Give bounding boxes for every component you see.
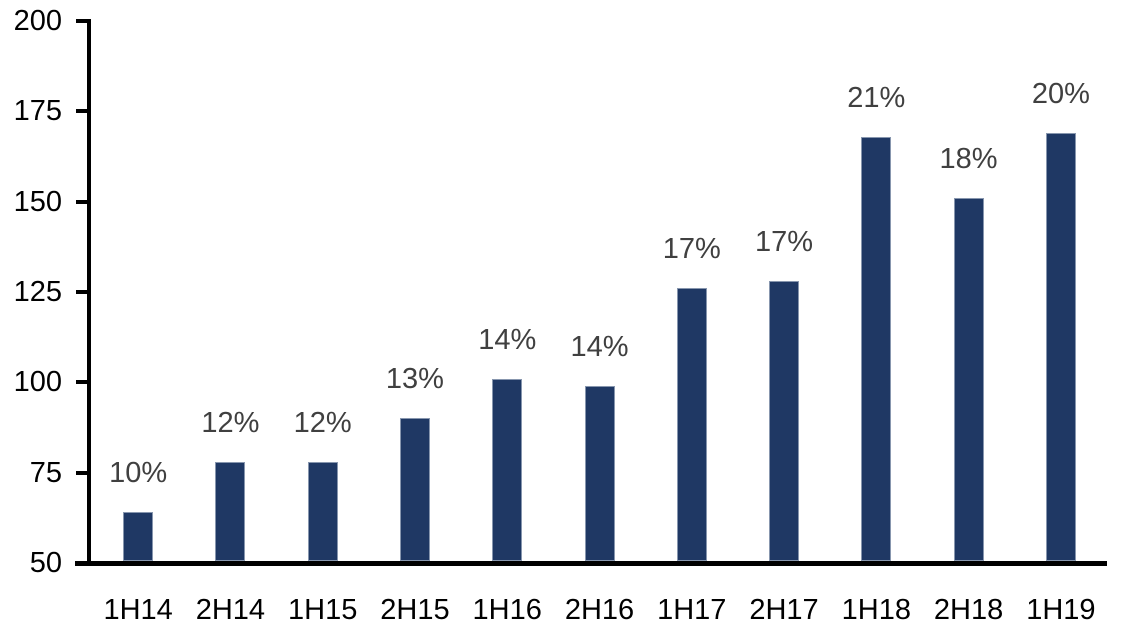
y-axis-tick-label: 75 <box>29 456 62 489</box>
bar-value-label: 12% <box>201 406 260 439</box>
y-axis-tick-mark <box>76 109 90 114</box>
y-axis-tick-mark <box>76 199 90 204</box>
bar-value-label: 13% <box>385 363 444 396</box>
bar-1h16 <box>492 378 523 561</box>
y-axis-line <box>87 19 91 566</box>
y-axis-tick-mark <box>76 19 90 23</box>
x-axis-category-label: 2H16 <box>564 594 635 626</box>
bar-1h18 <box>861 136 892 561</box>
bar-2h18 <box>953 198 984 561</box>
y-axis-tick-mark <box>76 470 90 475</box>
y-axis-tick-mark <box>76 380 90 385</box>
y-axis-tick-label: 100 <box>13 366 62 399</box>
y-axis-tick-label: 50 <box>29 547 62 579</box>
y-axis-tick-label: 175 <box>13 95 62 128</box>
x-axis-category-label: 1H16 <box>472 594 542 626</box>
bar-value-label: 14% <box>570 330 629 363</box>
bar-value-label: 17% <box>662 233 721 266</box>
bar-2h17 <box>769 281 800 561</box>
bar-1h14 <box>123 512 154 561</box>
x-axis-category-label: 1H19 <box>1026 594 1096 626</box>
x-axis-category-label: 2H15 <box>380 594 450 626</box>
y-axis-tick-mark <box>76 290 90 294</box>
x-axis-category-label: 1H15 <box>288 594 358 626</box>
bar-value-label: 17% <box>755 226 814 259</box>
bar-value-label: 21% <box>847 81 906 114</box>
x-axis-category-label: 2H14 <box>195 594 266 626</box>
y-axis-tick-label: 200 <box>13 5 62 37</box>
bar-value-label: 18% <box>939 143 998 176</box>
y-axis-tick-label: 125 <box>13 276 62 308</box>
bar-1h15 <box>307 461 338 561</box>
bar-2h15 <box>399 418 430 561</box>
y-axis-tick-label: 150 <box>13 185 62 218</box>
bar-value-label: 12% <box>293 406 352 439</box>
bar-1h17 <box>676 288 707 561</box>
bar-value-label: 14% <box>478 323 537 356</box>
bar-1h19 <box>1045 133 1076 561</box>
x-axis-category-label: 1H14 <box>103 594 173 626</box>
bar-2h14 <box>215 461 246 561</box>
x-axis-category-label: 2H18 <box>933 594 1004 626</box>
x-axis-category-label: 1H17 <box>657 594 727 626</box>
bar-value-label: 20% <box>1031 78 1090 110</box>
x-axis-category-label: 1H18 <box>841 594 911 626</box>
x-axis-line <box>75 561 1107 566</box>
bar-2h16 <box>584 385 615 561</box>
x-axis-category-label: 2H17 <box>749 594 819 626</box>
bar-value-label: 10% <box>109 457 168 490</box>
